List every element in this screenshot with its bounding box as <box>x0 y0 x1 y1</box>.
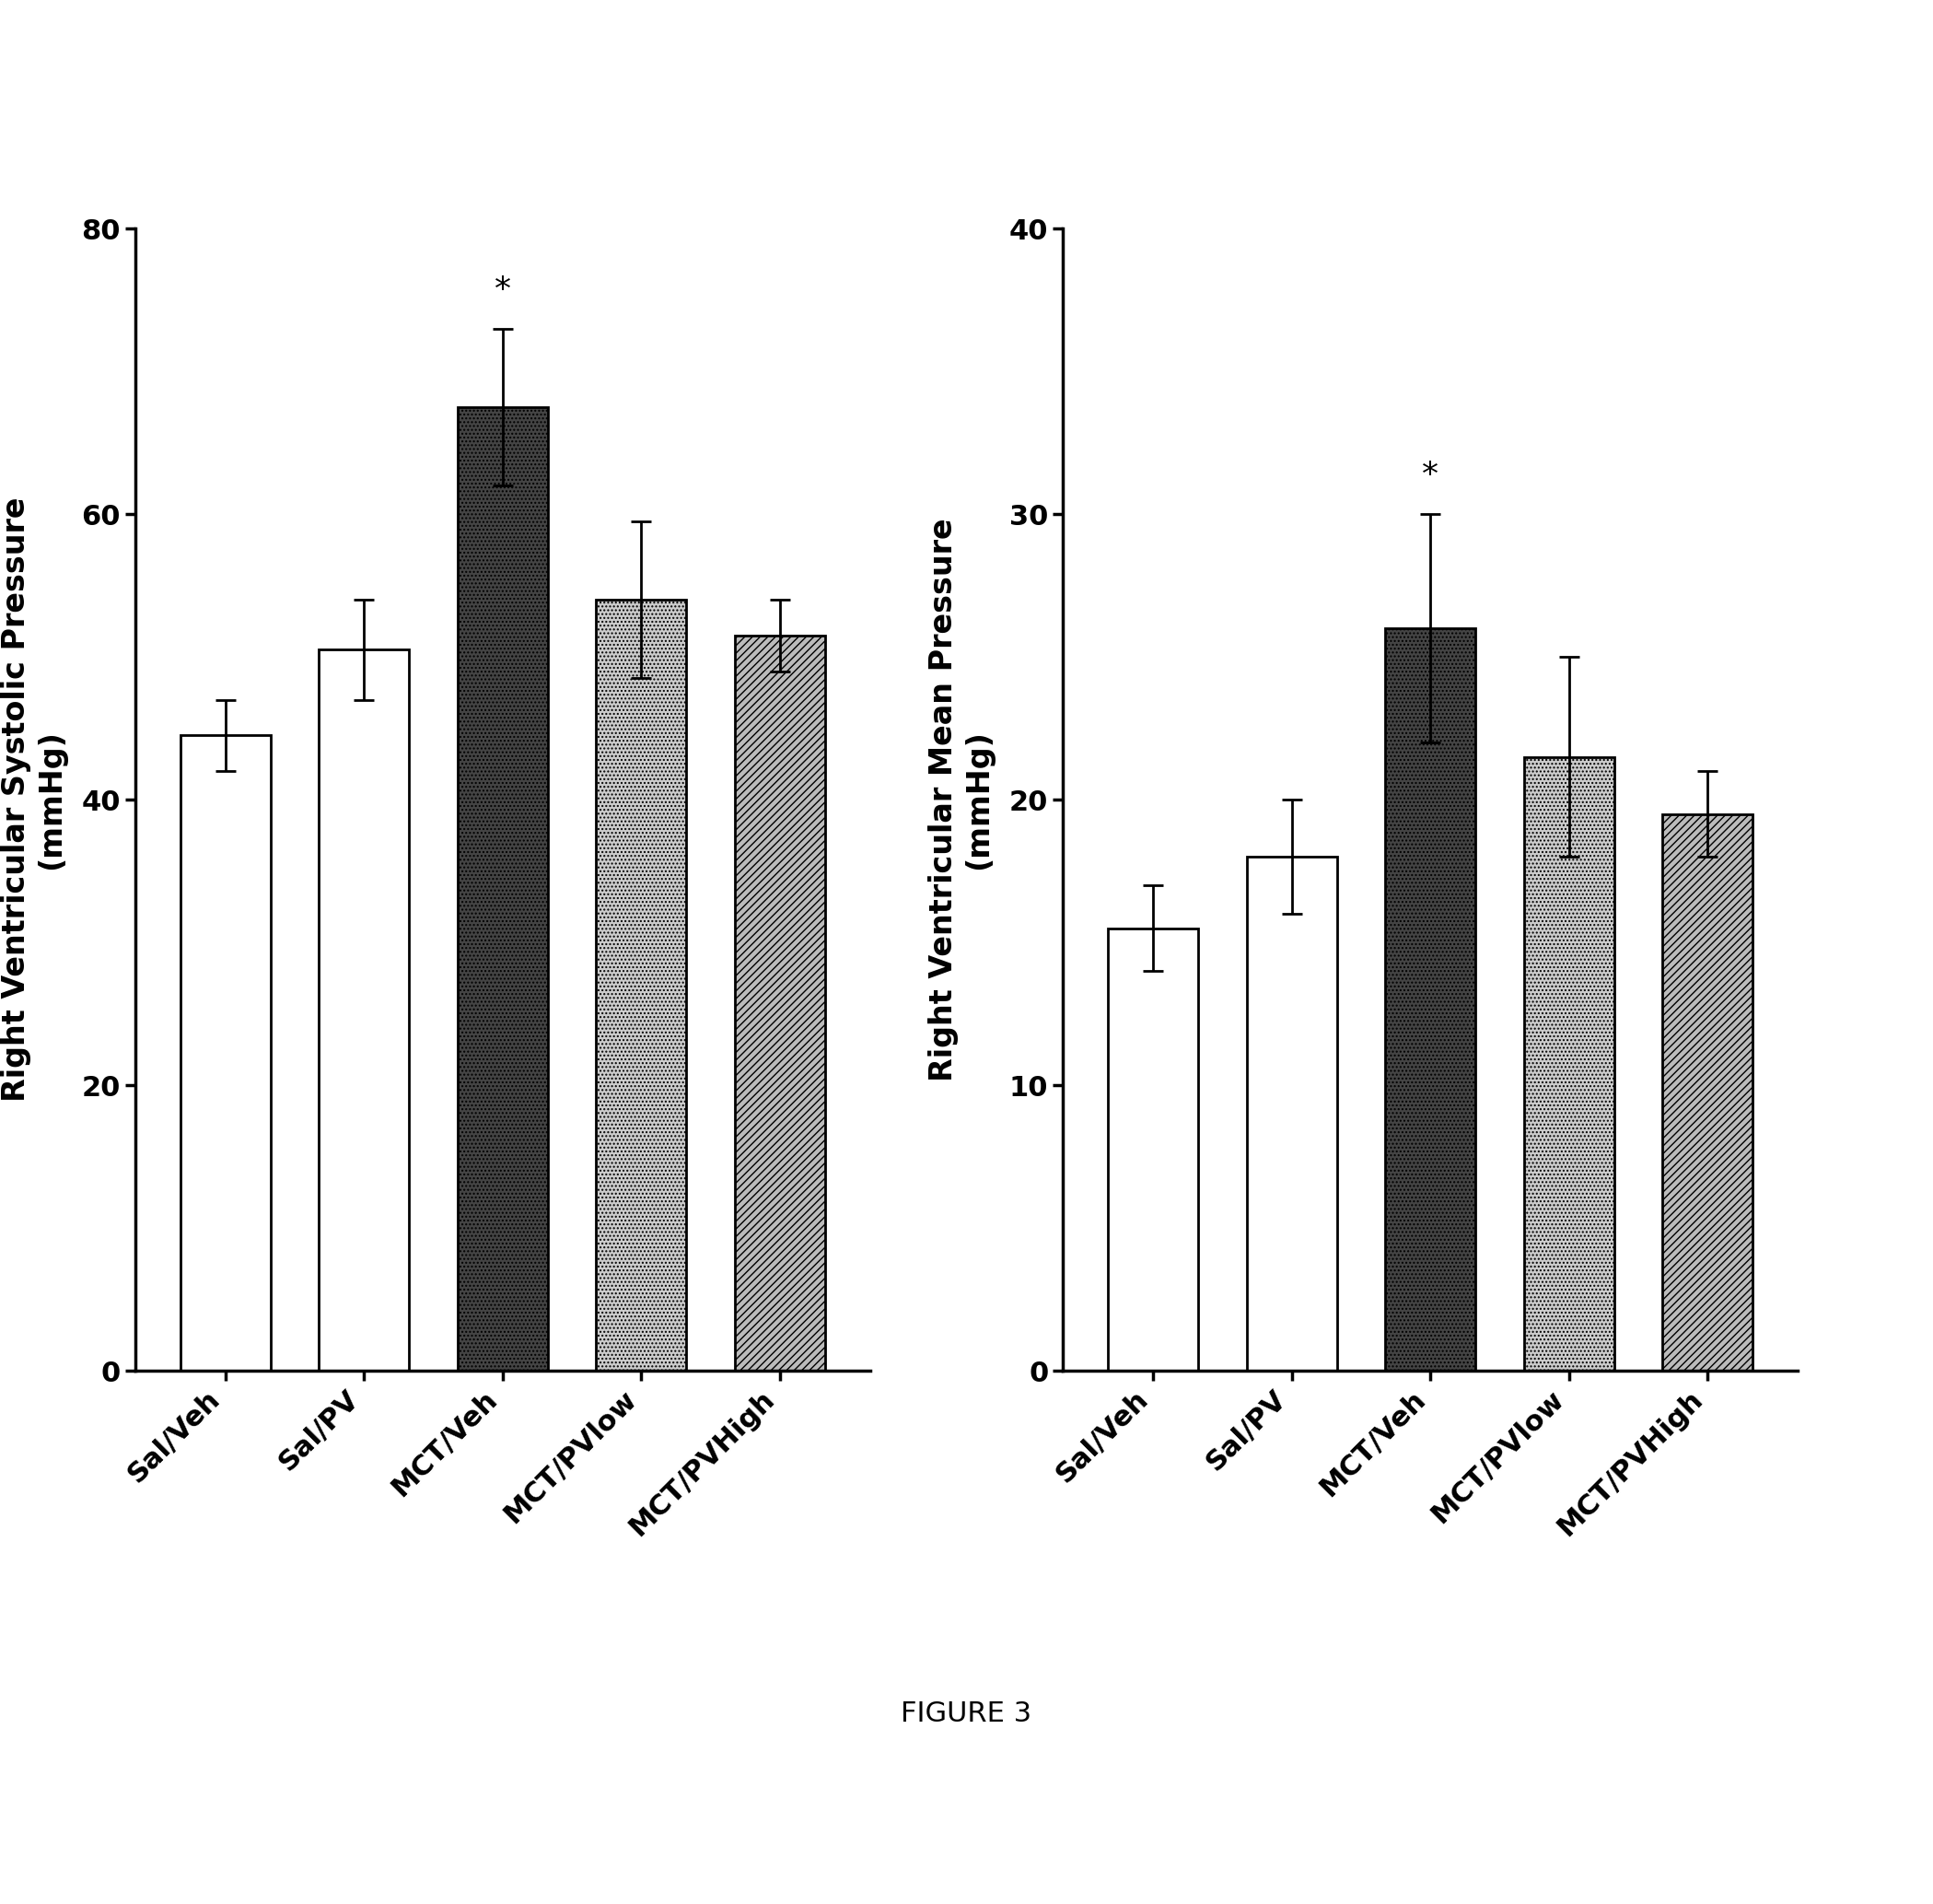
Y-axis label: Right Ventricular Systolic Pressure
(mmHg): Right Ventricular Systolic Pressure (mmH… <box>0 497 66 1102</box>
Bar <box>1386 628 1475 1371</box>
Bar <box>1523 758 1614 1371</box>
Bar <box>1662 815 1753 1371</box>
Bar <box>180 735 271 1371</box>
Text: *: * <box>1423 461 1438 491</box>
Text: *: * <box>495 274 510 307</box>
Bar <box>595 600 686 1371</box>
Bar <box>1247 857 1338 1371</box>
Bar <box>735 636 825 1371</box>
Bar <box>458 407 547 1371</box>
Text: FIGURE 3: FIGURE 3 <box>901 1700 1032 1727</box>
Bar <box>1108 927 1198 1371</box>
Y-axis label: Right Ventricular Mean Pressure
(mmHg): Right Ventricular Mean Pressure (mmHg) <box>928 518 994 1081</box>
Bar <box>319 649 410 1371</box>
